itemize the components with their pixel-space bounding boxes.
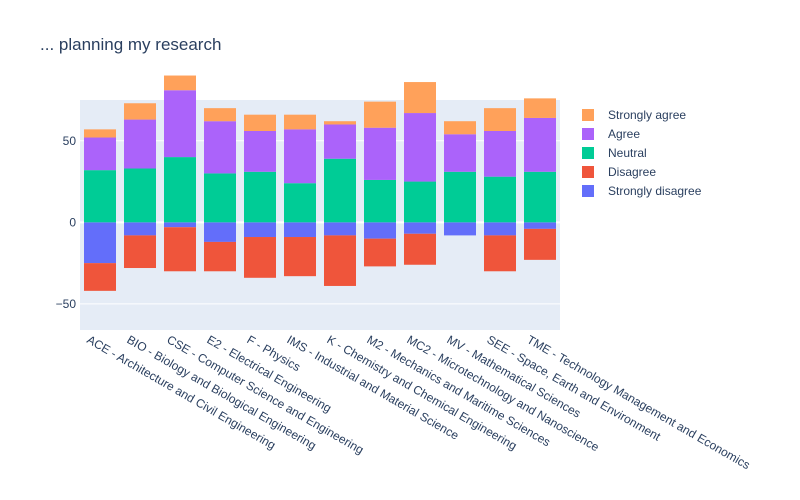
bar-segment[interactable]	[164, 157, 196, 223]
bar-segment[interactable]	[244, 114, 276, 131]
y-tick-label: 0	[69, 215, 76, 229]
bar-segment[interactable]	[164, 227, 196, 272]
series-neutral	[84, 157, 556, 223]
legend-label: Disagree	[608, 165, 656, 179]
bar-segment[interactable]	[364, 222, 396, 239]
bar-segment[interactable]	[524, 228, 556, 260]
bar-segment[interactable]	[284, 129, 316, 184]
bar-segment[interactable]	[284, 183, 316, 223]
bar-segment[interactable]	[364, 179, 396, 223]
bar-segment[interactable]	[284, 114, 316, 130]
legend-item[interactable]: Neutral	[582, 146, 647, 160]
bar-segment[interactable]	[324, 222, 356, 236]
bar-segment[interactable]	[484, 235, 516, 272]
legend[interactable]: Strongly agree Agree Neutral Disagree Strong…	[582, 108, 702, 198]
legend-label: Strongly disagree	[608, 184, 702, 198]
x-axis: ACE - Architecture and Civil Engineering…	[85, 332, 753, 472]
bar-segment[interactable]	[204, 108, 236, 122]
bar-segment[interactable]	[484, 108, 516, 131]
bars	[84, 75, 556, 291]
bar-segment[interactable]	[244, 130, 276, 172]
bar-segment[interactable]	[484, 222, 516, 236]
bar-segment[interactable]	[284, 222, 316, 238]
y-axis: −50 0 50	[56, 134, 77, 311]
bar-segment[interactable]	[404, 181, 436, 223]
legend-item[interactable]: Agree	[582, 127, 640, 141]
legend-label: Neutral	[608, 146, 647, 160]
legend-item[interactable]: Strongly agree	[582, 108, 686, 122]
legend-swatch	[582, 109, 594, 121]
bar-segment[interactable]	[244, 222, 276, 238]
legend-label: Agree	[608, 127, 640, 141]
chart-title: ... planning my research	[40, 35, 221, 54]
bar-segment[interactable]	[244, 237, 276, 278]
legend-swatch	[582, 166, 594, 178]
bar-segment[interactable]	[484, 130, 516, 177]
legend-swatch	[582, 185, 594, 197]
bar-segment[interactable]	[444, 134, 476, 172]
bar-segment[interactable]	[124, 222, 156, 236]
bar-segment[interactable]	[364, 238, 396, 267]
legend-item[interactable]: Strongly disagree	[582, 184, 702, 198]
bar-segment[interactable]	[404, 82, 436, 114]
bar-segment[interactable]	[124, 103, 156, 120]
bar-segment[interactable]	[84, 263, 116, 291]
bar-segment[interactable]	[364, 127, 396, 180]
bar-segment[interactable]	[364, 101, 396, 128]
bar-segment[interactable]	[324, 158, 356, 223]
series-strongly-disagree	[84, 222, 556, 264]
bar-segment[interactable]	[124, 168, 156, 223]
bar-segment[interactable]	[404, 222, 436, 234]
legend-swatch	[582, 128, 594, 140]
y-tick-label: 50	[63, 134, 77, 148]
bar-segment[interactable]	[204, 173, 236, 223]
bar-segment[interactable]	[444, 121, 476, 135]
bar-segment[interactable]	[204, 241, 236, 272]
y-tick-label: −50	[56, 297, 77, 311]
legend-item[interactable]: Disagree	[582, 165, 656, 179]
legend-swatch	[582, 147, 594, 159]
bar-segment[interactable]	[524, 171, 556, 223]
bar-segment[interactable]	[164, 222, 196, 228]
bar-segment[interactable]	[324, 124, 356, 159]
gridlines	[80, 140, 560, 305]
bar-segment[interactable]	[84, 222, 116, 264]
bar-segment[interactable]	[124, 119, 156, 169]
bar-segment[interactable]	[84, 170, 116, 223]
bar-segment[interactable]	[124, 235, 156, 269]
series-strongly-agree	[84, 75, 556, 138]
bar-segment[interactable]	[84, 137, 116, 171]
bar-segment[interactable]	[204, 121, 236, 174]
bar-segment[interactable]	[524, 222, 556, 229]
bar-segment[interactable]	[484, 176, 516, 223]
bar-segment[interactable]	[164, 75, 196, 91]
bar-segment[interactable]	[524, 98, 556, 118]
bar-segment[interactable]	[324, 235, 356, 286]
series-agree	[84, 90, 556, 184]
bar-segment[interactable]	[404, 233, 436, 265]
legend-label: Strongly agree	[608, 108, 686, 122]
series-disagree	[84, 227, 556, 291]
plot-area	[80, 100, 560, 330]
bar-segment[interactable]	[244, 171, 276, 223]
bar-segment[interactable]	[204, 222, 236, 242]
bar-segment[interactable]	[444, 171, 476, 223]
bar-segment[interactable]	[524, 117, 556, 172]
bar-segment[interactable]	[404, 113, 436, 182]
bar-segment[interactable]	[284, 237, 316, 277]
bar-segment[interactable]	[324, 121, 356, 125]
bar-segment[interactable]	[84, 129, 116, 138]
bar-segment[interactable]	[444, 222, 476, 236]
bar-segment[interactable]	[164, 90, 196, 158]
